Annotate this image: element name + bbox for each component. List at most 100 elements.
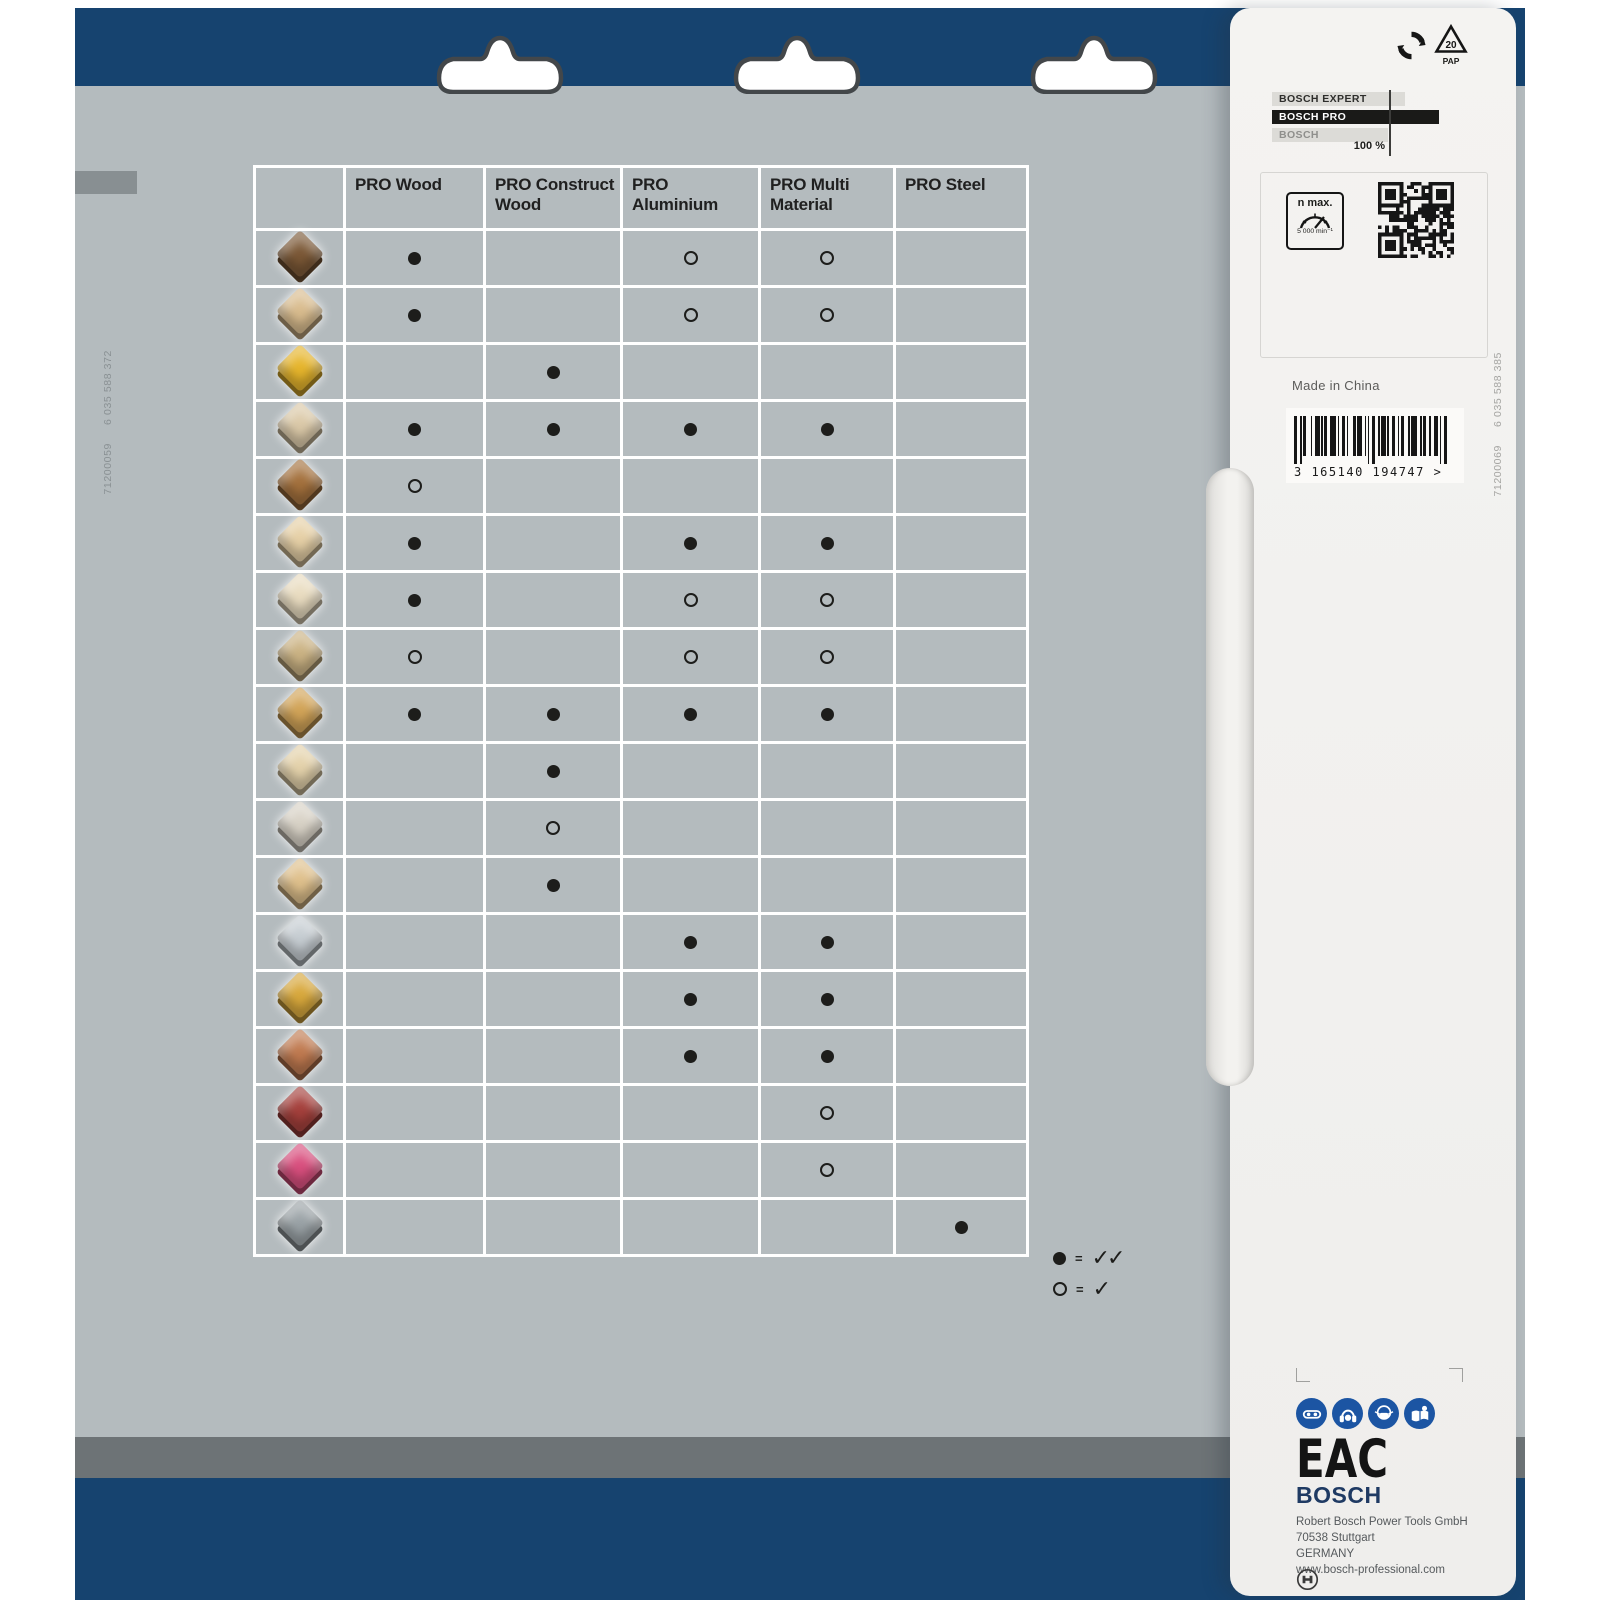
sawn-softwood-planks-icon [275,286,325,342]
open-dot [683,251,698,265]
spec-box [1260,172,1488,358]
filled-dot [408,422,421,436]
mark-cell [486,687,620,741]
mark-cell [346,687,483,741]
mark-cell [761,516,893,570]
material-cell-laminate-flooring [256,628,343,684]
material-cell-aluminium-profiles [256,913,343,969]
mark-cell [486,1086,620,1140]
mark-cell [896,345,1026,399]
open-dot [820,593,834,607]
barcode-bar [1381,416,1386,456]
mark-cell [623,1200,758,1254]
pap-triangle-icon: 20 [1434,23,1468,53]
mark-cell [896,1029,1026,1083]
barcode-bar [1352,416,1356,456]
print-registration-mark [75,171,137,194]
mark-cell [346,402,483,456]
material-cell-plastic-pipes-profiles [256,970,343,1026]
article-code: 71200059 [102,442,114,495]
address-line: 70538 Stuttgart [1296,1532,1375,1545]
barcode-bar [1423,416,1426,456]
open-dot [1053,1282,1067,1296]
filled-dot [820,992,834,1006]
pap-recycling-mark: 20 PAP [1432,23,1470,66]
material-cell-glue-laminated-timber [256,343,343,399]
mark-cell [761,972,893,1026]
filled-dot [820,536,834,550]
mark-cell [346,1086,483,1140]
die-cut-groove [1206,468,1254,1086]
barcode-bar [1337,416,1339,456]
legend-meaning: ✓ [1092,1276,1112,1301]
barcode-bar [1346,416,1348,456]
mark-cell [486,345,620,399]
parquet-floorboards-icon [275,457,325,513]
mark-cell [761,1086,893,1140]
hang-hole [436,35,564,94]
speedometer-icon [1299,213,1331,229]
mark-cell [346,345,483,399]
mark-cell [896,915,1026,969]
mark-cell [896,972,1026,1026]
barcode-bar [1303,416,1306,456]
filled-dot [408,308,421,322]
column-header: PRO Steel [896,168,1026,228]
mark-cell [346,516,483,570]
ear-protection-icon [1332,1398,1363,1429]
mark-cell [761,402,893,456]
hang-hole [1030,35,1158,94]
column-header: PRO Wood [346,168,483,228]
barcode-bar [1439,416,1441,464]
mark-cell [486,288,620,342]
filled-dot [684,992,697,1006]
filled-dot [546,422,560,436]
mark-cell [486,915,620,969]
barcode-bar [1330,416,1336,456]
mark-cell [346,801,483,855]
mark-cell [346,459,483,513]
filled-dot [684,536,697,550]
mark-cell [623,687,758,741]
barcode-bar [1387,416,1389,456]
mark-cell [486,1143,620,1197]
barcode-bars [1294,416,1458,464]
bosch-armature-icon [1296,1568,1319,1591]
barcode-bar [1400,416,1404,456]
article-code: 6 035 588 385 [1492,352,1504,427]
mark-cell [623,801,758,855]
left-article-codes: 6 035 588 372 71200059 [102,350,114,494]
barcode-bar [1364,416,1366,456]
mark-cell [623,744,758,798]
crop-mark-left [1296,1368,1310,1382]
material-cell-solid-hardwood [256,229,343,285]
mark-cell [346,1029,483,1083]
column-header: PRO Aluminium [623,168,758,228]
legend-equals: = [1076,1281,1084,1297]
open-dot [683,593,698,607]
material-cell-nailed-board [256,856,343,912]
mark-cell [346,858,483,912]
filled-dot [684,707,697,721]
mark-cell [346,288,483,342]
mark-cell [346,972,483,1026]
mark-cell [761,573,893,627]
mark-cell [486,1200,620,1254]
legend-row: = ✓ [1053,1278,1122,1300]
barcode-bar [1378,416,1380,456]
pap-code: 20 [1445,40,1457,51]
osb-board-icon [275,685,325,741]
mark-cell [623,516,758,570]
mark-cell [486,1029,620,1083]
mark-cell [486,231,620,285]
article-code: 6 035 588 372 [102,350,114,425]
mark-cell [623,288,758,342]
filled-dot [546,764,560,778]
mark-cell [346,231,483,285]
mark-cell [761,1200,893,1254]
mark-cell [623,231,758,285]
open-dot [407,650,422,664]
mark-cell [486,858,620,912]
dust-mask-icon [1368,1398,1399,1429]
barcode-bar [1372,416,1375,464]
